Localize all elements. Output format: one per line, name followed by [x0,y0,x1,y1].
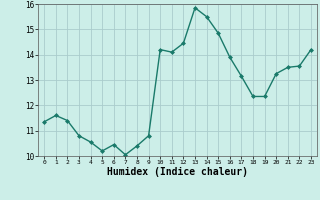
X-axis label: Humidex (Indice chaleur): Humidex (Indice chaleur) [107,167,248,177]
